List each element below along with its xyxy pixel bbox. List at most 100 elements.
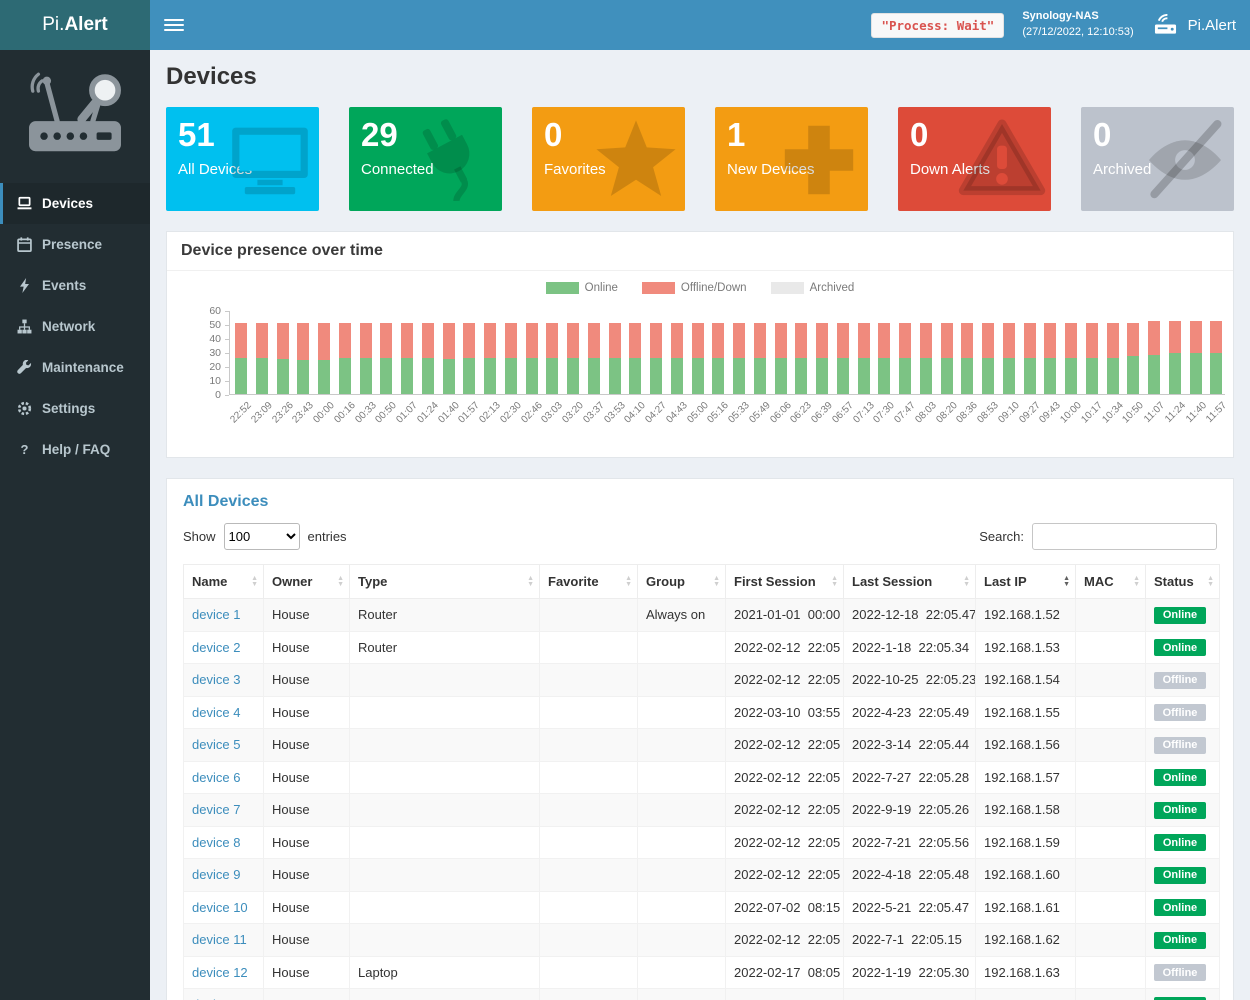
cell-type: Laptop <box>349 955 540 989</box>
x-tick-label: 05:16 <box>705 400 731 426</box>
sidebar-item-events[interactable]: Events <box>0 265 150 306</box>
column-header-favorite[interactable]: Favorite ▲ ▼ <box>539 564 638 599</box>
bar-offline <box>816 322 828 358</box>
sidebar-item-label: Devices <box>42 196 94 211</box>
x-tick-label: 10:00 <box>1058 400 1084 426</box>
sidebar-item-network[interactable]: Network <box>0 306 150 347</box>
infobox-connected[interactable]: 29 Connected <box>349 107 502 211</box>
page-length-select[interactable]: 100 <box>223 523 300 550</box>
device-link[interactable]: device 13 <box>192 997 248 1000</box>
cell-name: device 2 <box>183 630 264 664</box>
x-tick-label: 01:24 <box>415 400 441 426</box>
column-header-last-session[interactable]: Last Session ▲ ▼ <box>843 564 976 599</box>
cell-last-ip: 192.168.1.61 <box>975 890 1076 924</box>
x-tick-label: 00:50 <box>373 400 399 426</box>
device-link[interactable]: device 2 <box>192 639 241 655</box>
bar-online <box>484 357 496 394</box>
table-row: device 10 House 2022-07-02 08:15 2022-5-21 … <box>183 890 1220 924</box>
bar-offline <box>754 322 766 358</box>
cell-last-ip: 192.168.1.64 <box>975 988 1076 1000</box>
sidebar-item-settings[interactable]: Settings <box>0 388 150 429</box>
sidebar-item-devices[interactable]: Devices <box>0 183 150 224</box>
cell-group: Always on <box>637 598 726 632</box>
legend-item-archived[interactable]: Archived <box>770 282 854 294</box>
cell-type <box>349 695 540 729</box>
cell-last-ip: 192.168.1.56 <box>975 728 1076 762</box>
device-link[interactable]: device 9 <box>192 867 241 883</box>
legend-item-offline[interactable]: Offline/Down <box>641 282 747 294</box>
cell-last-session: 2022-9-19 22:05.26 <box>843 793 976 827</box>
y-tick-mark <box>225 339 229 340</box>
cell-last-ip: 192.168.1.63 <box>975 955 1076 989</box>
nas-icon <box>1154 13 1176 34</box>
sidebar-item-maintenance[interactable]: Maintenance <box>0 347 150 388</box>
device-link[interactable]: device 7 <box>192 802 241 818</box>
infobox-favorites[interactable]: 0 Favorites <box>532 107 685 211</box>
device-link[interactable]: device 10 <box>192 899 248 915</box>
bar-online <box>1127 356 1139 394</box>
cell-name: device 10 <box>183 890 264 924</box>
cell-favorite <box>539 988 638 1000</box>
column-header-first-session[interactable]: First Session ▲ ▼ <box>725 564 844 599</box>
status-badge: Online <box>1154 606 1206 624</box>
device-link[interactable]: device 6 <box>192 769 241 785</box>
cell-first-session: 2022-07-19 23:45 <box>725 988 844 1000</box>
cell-first-session: 2022-02-12 22:05 <box>725 663 844 697</box>
column-header-mac[interactable]: MAC ▲ ▼ <box>1075 564 1146 599</box>
warning-icon <box>958 119 1046 196</box>
bar-offline <box>526 322 538 358</box>
legend-item-online[interactable]: Online <box>545 282 618 294</box>
bar-offline <box>443 322 455 359</box>
page-title: Devices <box>166 63 257 90</box>
sidebar-item-help-faq[interactable]: ? Help / FAQ <box>0 429 150 470</box>
column-header-last-ip[interactable]: Last IP ▲ ▼ <box>975 564 1076 599</box>
column-header-group[interactable]: Group ▲ ▼ <box>637 564 726 599</box>
cell-type <box>349 663 540 697</box>
cell-group <box>637 793 726 827</box>
cell-mac <box>1075 825 1146 859</box>
infobox-label: Connected <box>361 161 434 179</box>
device-link[interactable]: device 5 <box>192 737 241 753</box>
bar-offline <box>546 322 558 358</box>
x-tick-label: 00:33 <box>353 400 379 426</box>
infobox-all-devices[interactable]: 51 All Devices <box>166 107 319 211</box>
x-tick-label: 02:46 <box>519 400 545 426</box>
cell-mac <box>1075 695 1146 729</box>
infobox-archived[interactable]: 0 Archived <box>1081 107 1234 211</box>
sidebar-item-presence[interactable]: Presence <box>0 224 150 265</box>
device-link[interactable]: device 12 <box>192 964 248 980</box>
x-tick-label: 05:33 <box>726 400 752 426</box>
bar-offline <box>1086 322 1098 358</box>
sort-icon: ▲ ▼ <box>527 574 534 588</box>
x-tick-label: 09:10 <box>996 400 1022 426</box>
infobox-value: 1 <box>727 116 746 153</box>
x-tick-label: 10:17 <box>1079 400 1105 426</box>
device-link[interactable]: device 1 <box>192 607 241 623</box>
cell-owner: House <box>263 598 350 632</box>
infobox-down-alerts[interactable]: 0 Down Alerts <box>898 107 1051 211</box>
column-header-name[interactable]: Name ▲ ▼ <box>183 564 264 599</box>
y-tick-label: 30 <box>209 347 221 359</box>
column-header-owner[interactable]: Owner ▲ ▼ <box>263 564 350 599</box>
device-link[interactable]: device 4 <box>192 704 241 720</box>
bar-offline <box>567 322 579 358</box>
x-tick-label: 22:52 <box>228 400 254 426</box>
device-link[interactable]: device 8 <box>192 834 241 850</box>
cell-favorite <box>539 728 638 762</box>
status-badge: Online <box>1154 866 1206 884</box>
bar-online <box>505 357 517 394</box>
column-header-status[interactable]: Status ▲ ▼ <box>1145 564 1220 599</box>
device-link[interactable]: device 3 <box>192 672 241 688</box>
search-input[interactable] <box>1032 523 1217 550</box>
app-logo[interactable]: Pi. Alert <box>0 0 150 50</box>
bar-online <box>609 357 621 394</box>
infobox-new-devices[interactable]: 1 New Devices <box>715 107 868 211</box>
column-header-type[interactable]: Type ▲ ▼ <box>349 564 540 599</box>
hamburger-menu-icon[interactable] <box>164 19 184 31</box>
cell-name: device 4 <box>183 695 264 729</box>
device-link[interactable]: device 11 <box>192 932 247 948</box>
bar-offline <box>629 322 641 358</box>
y-tick-label: 50 <box>209 319 221 331</box>
legend-label: Offline/Down <box>680 282 747 294</box>
bar-online <box>1190 353 1202 394</box>
